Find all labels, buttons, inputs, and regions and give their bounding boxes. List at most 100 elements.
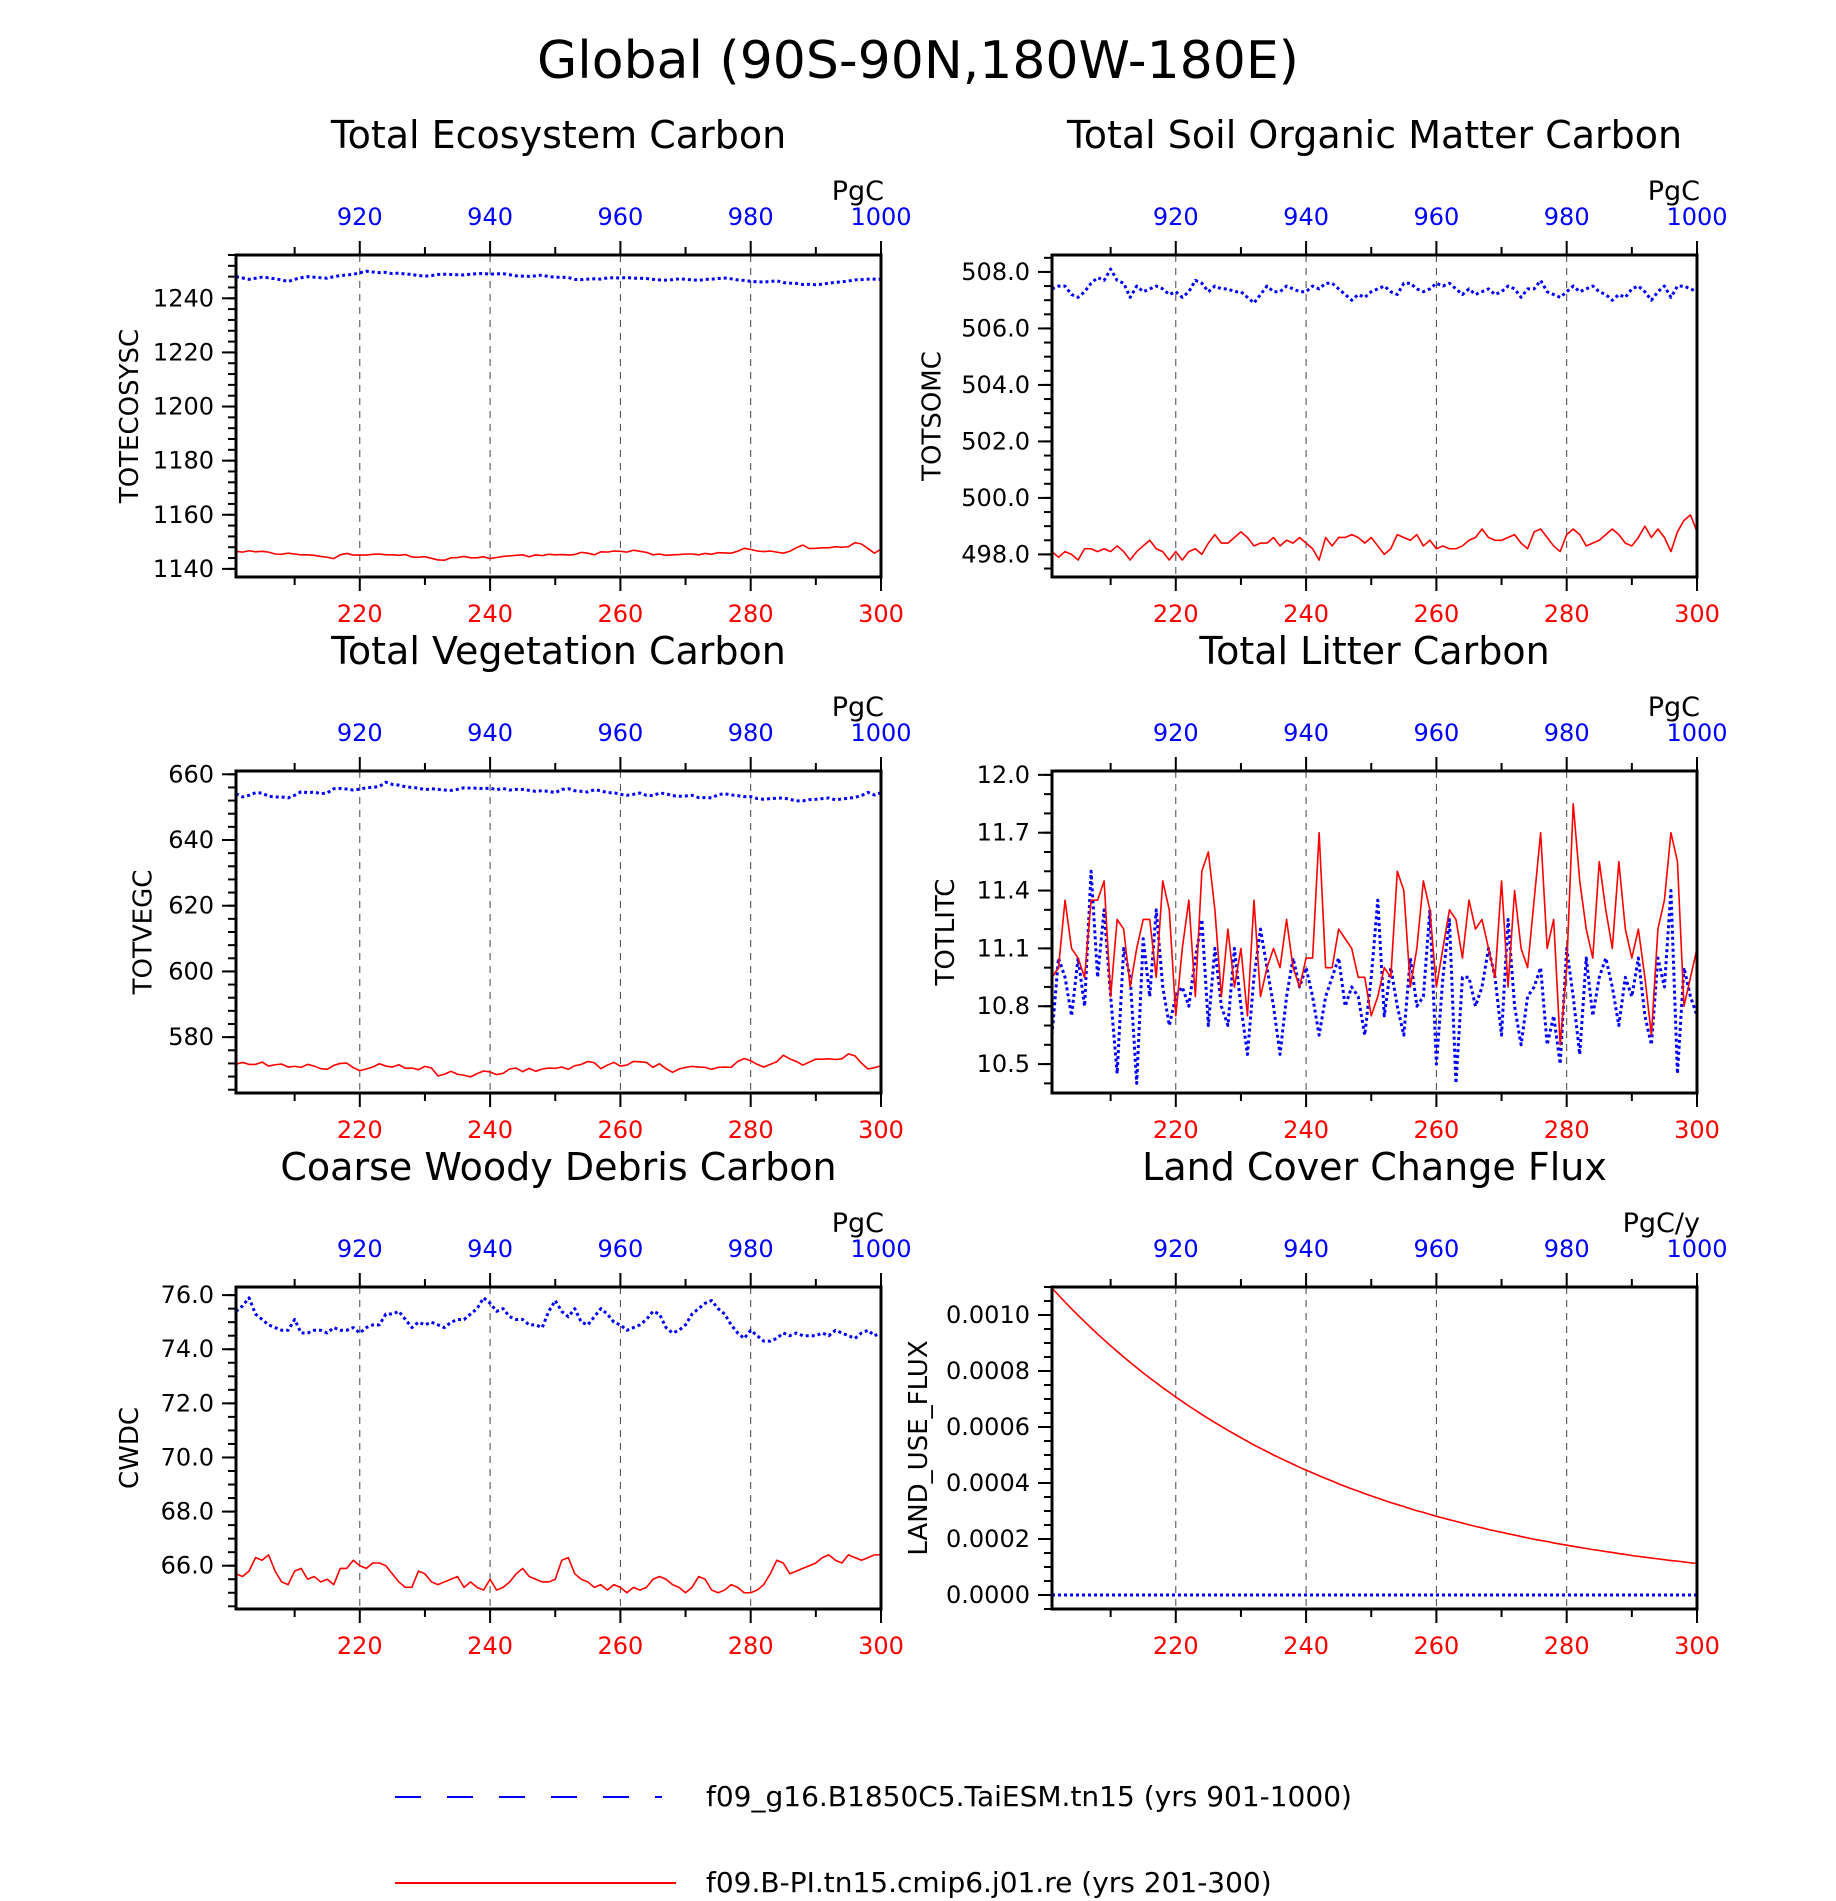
y-tick-label: 504.0: [961, 371, 1030, 399]
x-bottom-tick-label: 220: [337, 1116, 383, 1144]
plot-frame: [1050, 769, 1699, 1095]
y-axis-label: TOTLITC: [931, 879, 961, 987]
x-top-tick-label: 920: [337, 1235, 383, 1263]
panel-4: Total Litter Carbon PgC 220 240 260 280 300 920…: [931, 629, 1728, 1144]
y-tick-label: 1140: [153, 555, 214, 583]
y-tick-label: 1240: [153, 284, 214, 312]
series-line-case1: [235, 1296, 882, 1343]
x-top-tick-label: 940: [467, 1235, 513, 1263]
y-tick-label: 502.0: [961, 427, 1030, 455]
x-bottom-tick-label: 260: [1413, 1632, 1459, 1660]
x-top-tick-label: 960: [597, 719, 643, 747]
series-line-case2: [235, 541, 882, 562]
x-bottom-tick-label: 220: [1153, 1632, 1199, 1660]
y-tick-label: 10.8: [977, 992, 1030, 1020]
x-bottom-tick-label: 280: [1544, 600, 1590, 628]
y-tick-label: 0.0006: [946, 1413, 1030, 1441]
y-tick-label: 498.0: [961, 540, 1030, 568]
series-line-case2: [235, 1053, 882, 1078]
x-bottom-tick-label: 300: [1674, 1632, 1720, 1660]
x-bottom-tick-label: 280: [1544, 1632, 1590, 1660]
panel-2: Total Soil Organic Matter Carbon PgC 220 24…: [918, 113, 1728, 628]
x-bottom-tick-label: 300: [1674, 1116, 1720, 1144]
y-axis-label: TOTSOMC: [918, 351, 948, 482]
x-bottom-tick-label: 280: [1544, 1116, 1590, 1144]
y-tick-label: 1180: [153, 447, 214, 475]
units-label: PgC: [1648, 692, 1700, 723]
x-top-tick-label: 1000: [1666, 203, 1727, 231]
y-tick-label: 0.0002: [946, 1525, 1030, 1553]
x-bottom-tick-label: 240: [1283, 600, 1329, 628]
plot-frame: [234, 253, 883, 579]
x-top-tick-label: 1000: [850, 203, 911, 231]
y-tick-label: 580: [168, 1023, 214, 1051]
panel-title: Total Litter Carbon: [1198, 629, 1549, 673]
panel-title: Total Soil Organic Matter Carbon: [1066, 113, 1682, 157]
x-top-tick-label: 920: [1153, 203, 1199, 231]
x-top-tick-label: 980: [728, 203, 774, 231]
x-top-tick-label: 1000: [850, 1235, 911, 1263]
units-label: PgC: [1648, 176, 1700, 207]
y-tick-label: 10.5: [977, 1050, 1030, 1078]
x-bottom-tick-label: 240: [1283, 1116, 1329, 1144]
x-top-tick-label: 920: [337, 203, 383, 231]
x-bottom-tick-label: 280: [728, 1632, 774, 1660]
x-top-tick-label: 960: [1413, 203, 1459, 231]
x-top-tick-label: 940: [467, 719, 513, 747]
x-bottom-tick-label: 240: [1283, 1632, 1329, 1660]
y-tick-label: 11.4: [977, 877, 1030, 905]
x-bottom-tick-label: 280: [728, 1116, 774, 1144]
y-tick-label: 76.0: [161, 1281, 214, 1309]
y-tick-label: 1200: [153, 393, 214, 421]
y-tick-label: 1160: [153, 501, 214, 529]
x-bottom-tick-label: 220: [337, 1632, 383, 1660]
y-tick-label: 620: [168, 892, 214, 920]
x-top-tick-label: 980: [1544, 1235, 1590, 1263]
y-tick-label: 0.0008: [946, 1357, 1030, 1385]
legend-case2-label: f09.B-PI.tn15.cmip6.j01.re (yrs 201-300): [706, 1866, 1272, 1899]
y-tick-label: 660: [168, 760, 214, 788]
y-tick-label: 506.0: [961, 314, 1030, 342]
panel-1: Total Ecosystem Carbon PgC 220 240 260 280 300…: [115, 113, 912, 628]
series-line-case1: [1050, 869, 1699, 1085]
x-top-tick-label: 920: [1153, 1235, 1199, 1263]
x-bottom-tick-label: 260: [1413, 1116, 1459, 1144]
x-bottom-tick-label: 260: [597, 1632, 643, 1660]
y-tick-label: 600: [168, 957, 214, 985]
series-line-case2: [1051, 514, 1698, 561]
x-bottom-tick-label: 240: [467, 1116, 513, 1144]
x-bottom-tick-label: 300: [858, 1116, 904, 1144]
x-top-tick-label: 980: [728, 1235, 774, 1263]
figure-title: Global (90S-90N,180W-180E): [537, 31, 1299, 91]
x-top-tick-label: 940: [467, 203, 513, 231]
y-tick-label: 500.0: [961, 484, 1030, 512]
y-tick-label: 72.0: [161, 1389, 214, 1417]
x-bottom-tick-label: 260: [597, 600, 643, 628]
y-axis-label: LAND_USE_FLUX: [904, 1340, 934, 1555]
x-bottom-tick-label: 300: [858, 600, 904, 628]
x-top-tick-label: 920: [337, 719, 383, 747]
x-top-tick-label: 960: [597, 203, 643, 231]
plot-frame: [234, 769, 883, 1095]
x-top-tick-label: 960: [1413, 719, 1459, 747]
x-bottom-tick-label: 220: [1153, 1116, 1199, 1144]
panel-title: Total Ecosystem Carbon: [330, 113, 786, 157]
plot-frame: [1050, 253, 1699, 579]
y-tick-label: 66.0: [161, 1552, 214, 1580]
y-tick-label: 0.0004: [946, 1469, 1030, 1497]
y-tick-label: 1220: [153, 338, 214, 366]
x-top-tick-label: 1000: [850, 719, 911, 747]
panel-title: Coarse Woody Debris Carbon: [280, 1145, 836, 1189]
x-top-tick-label: 980: [1544, 719, 1590, 747]
panel-title: Land Cover Change Flux: [1142, 1145, 1607, 1189]
y-tick-label: 74.0: [161, 1335, 214, 1363]
x-top-tick-label: 980: [728, 719, 774, 747]
plot-frame: [234, 1285, 883, 1611]
x-bottom-tick-label: 260: [597, 1116, 643, 1144]
units-label: PgC: [832, 176, 884, 207]
legend: f09_g16.B1850C5.TaiESM.tn15 (yrs 901-100…: [395, 1780, 1352, 1899]
series-line-case2: [1051, 1287, 1698, 1565]
x-top-tick-label: 940: [1283, 1235, 1329, 1263]
series-line-case2: [235, 1554, 881, 1594]
